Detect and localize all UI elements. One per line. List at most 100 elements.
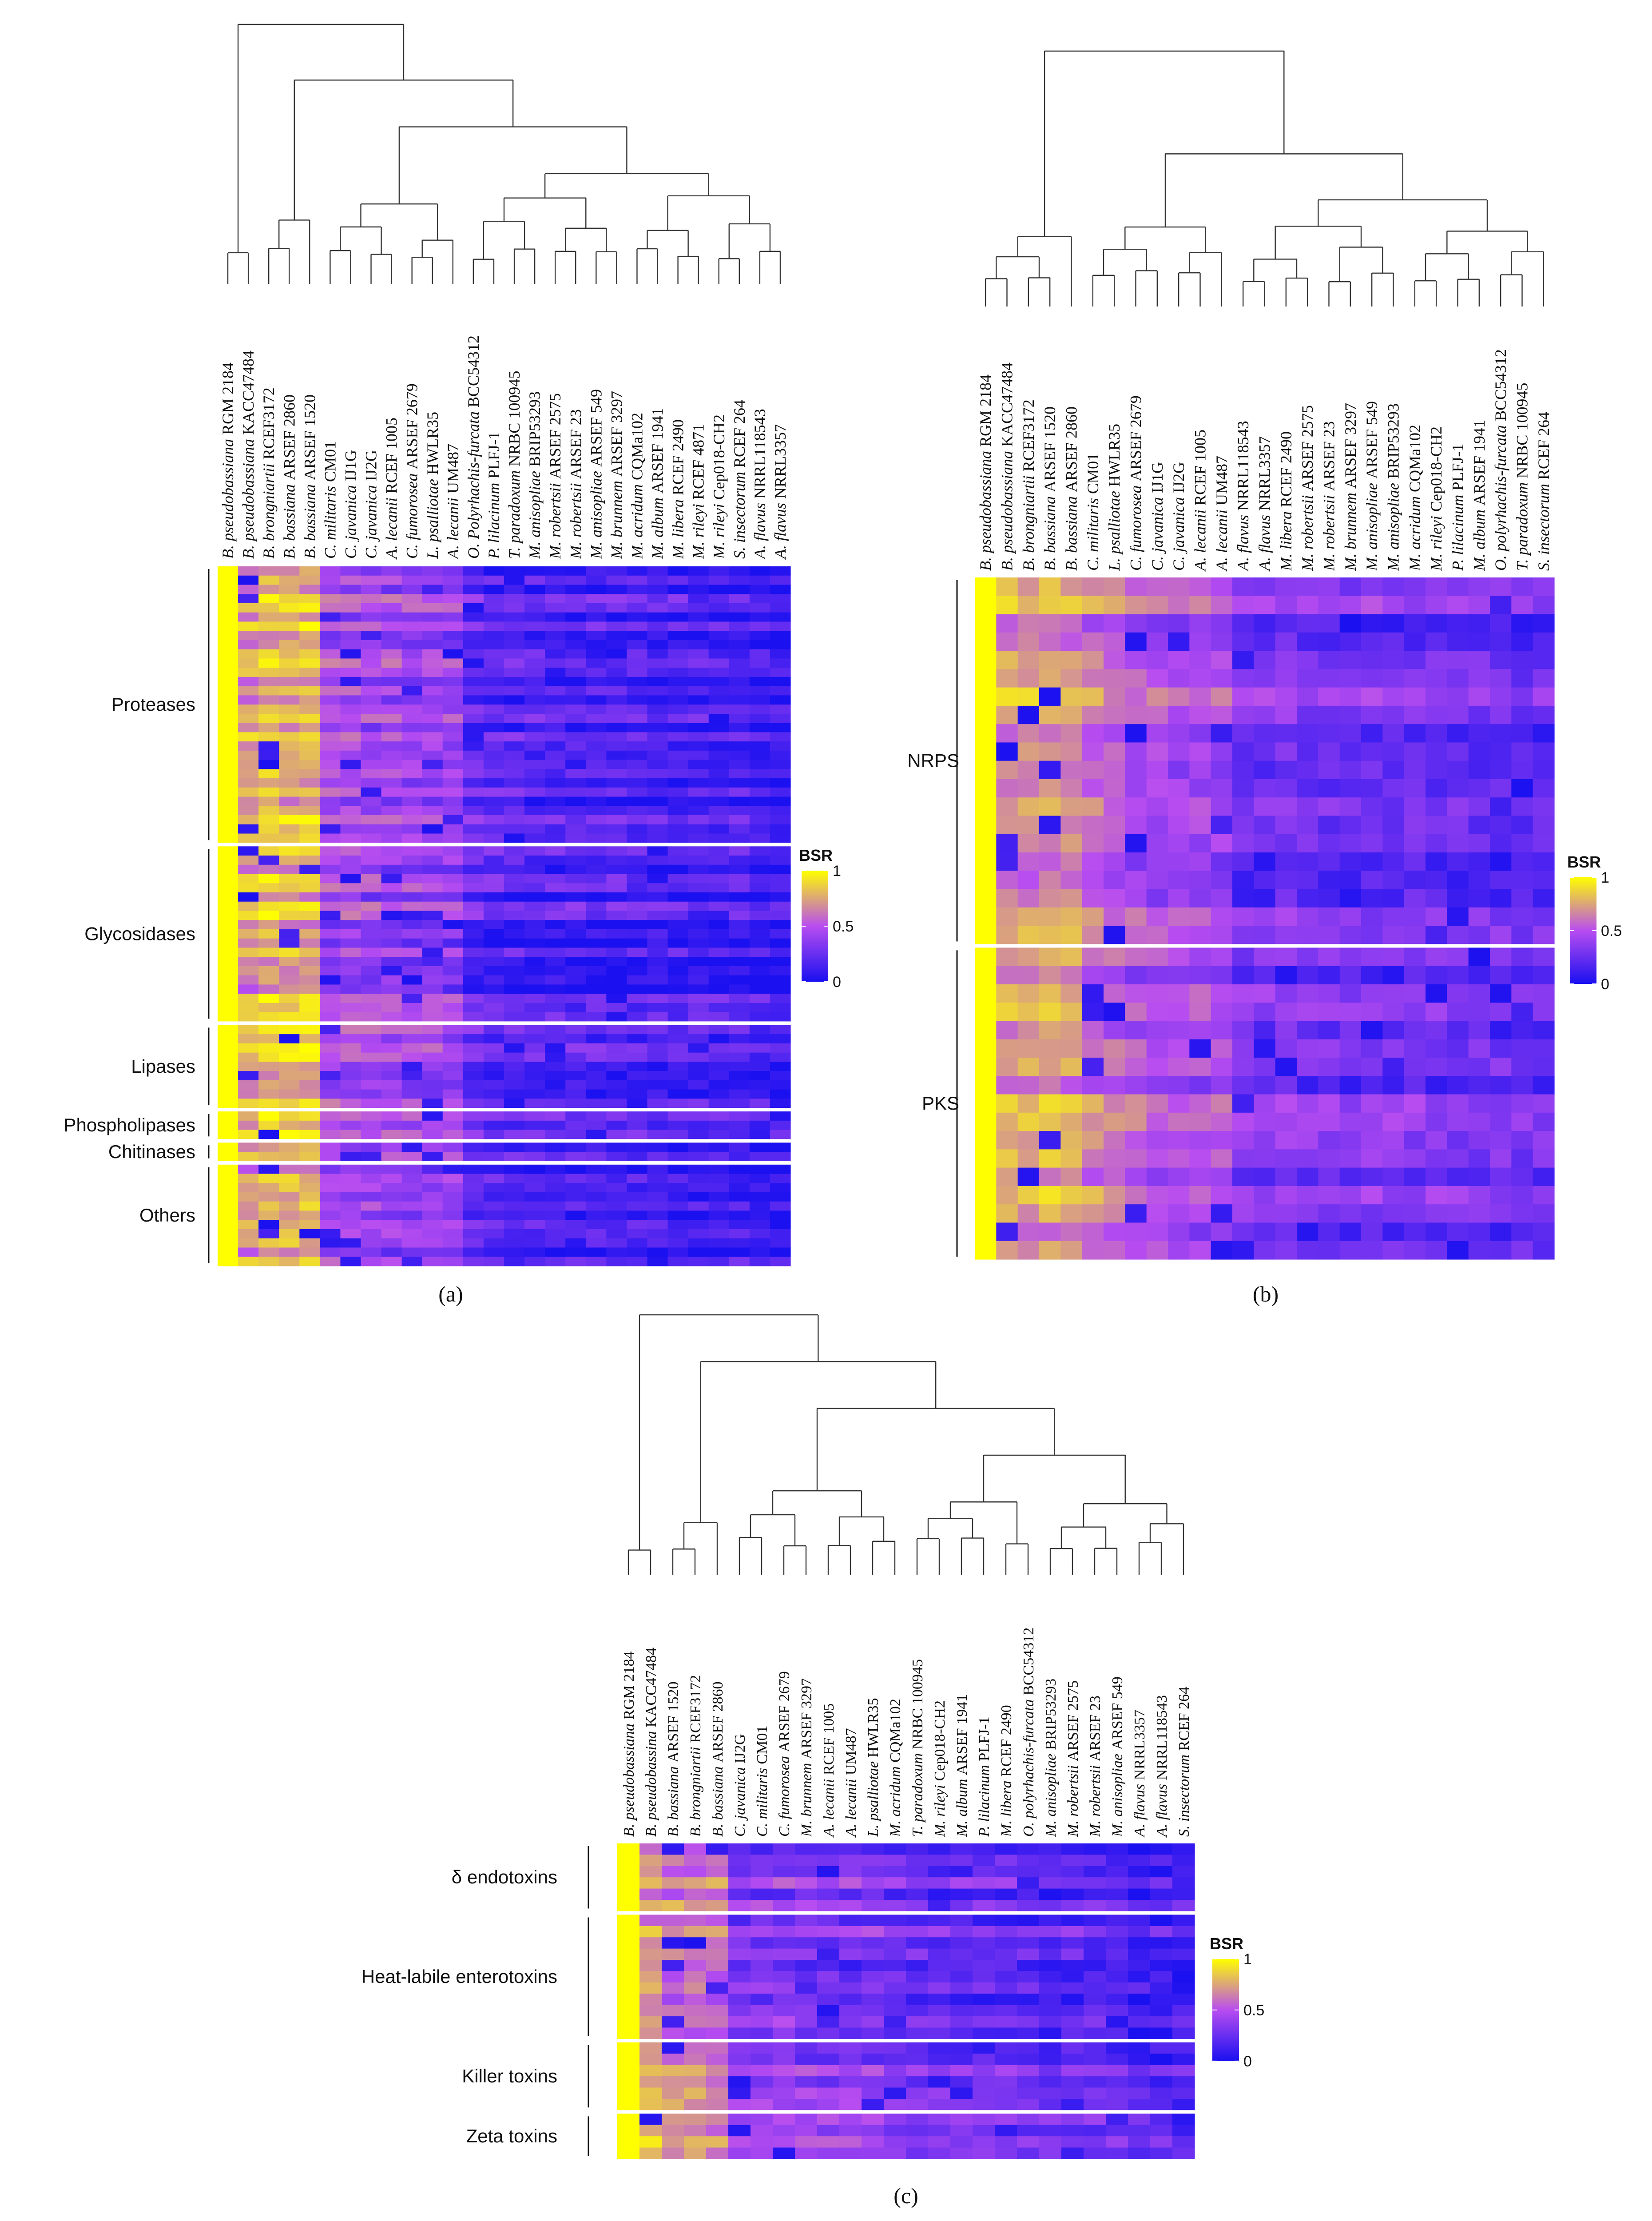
heatmap-cell: [565, 815, 586, 825]
heatmap-cell: [606, 938, 627, 948]
heatmap-cell: [684, 2005, 707, 2017]
heatmap-cell: [463, 920, 484, 930]
heatmap-cell: [773, 1982, 795, 1994]
heatmap-cell: [639, 2136, 662, 2148]
heatmap-cell: [729, 947, 750, 957]
heatmap-cell: [340, 631, 361, 641]
heatmap-cell: [1150, 2005, 1173, 2017]
heatmap-cell: [279, 575, 300, 585]
heatmap-cell: [862, 2042, 884, 2054]
heatmap-cell: [684, 1937, 707, 1949]
heatmap-cell: [524, 1174, 545, 1183]
heatmap-cell: [320, 1052, 341, 1062]
heatmap-cell: [545, 994, 566, 1003]
heatmap-cell: [1060, 596, 1083, 615]
heatmap-cell: [884, 2076, 906, 2088]
heatmap-cell: [1275, 1149, 1297, 1168]
heatmap-cell: [1084, 2076, 1106, 2088]
heatmap-cell: [565, 892, 586, 902]
heatmap-cell: [749, 640, 770, 650]
heatmap-cell: [258, 938, 279, 948]
heatmap-cell: [606, 621, 627, 631]
heatmap-cell: [1254, 1131, 1276, 1150]
heatmap-cell: [361, 957, 382, 967]
taxon-genus: M. libera: [998, 1777, 1015, 1837]
heatmap-cell: [1189, 596, 1211, 615]
heatmap-cell: [1361, 1167, 1383, 1186]
heatmap-cell: [617, 2016, 640, 2028]
heatmap-cell: [729, 566, 750, 576]
heatmap-cell: [1084, 2054, 1106, 2066]
taxon-label: B. bassiana ARSEF 2860: [1063, 406, 1080, 571]
heatmap-cell: [906, 2136, 929, 2148]
heatmap-cell: [545, 741, 566, 751]
heatmap-cell: [773, 1877, 795, 1889]
heatmap-cell: [340, 1210, 361, 1220]
heatmap-cell: [401, 1183, 423, 1193]
heatmap-cell: [1511, 742, 1533, 761]
taxon-label: O. Polyrhachis-furcata BCC54312: [465, 335, 482, 559]
heatmap-cell: [1039, 1843, 1062, 1855]
heatmap-cell: [1104, 889, 1125, 908]
heatmap-cell: [1404, 1131, 1426, 1150]
heatmap-cell: [1082, 1186, 1104, 1205]
heatmap-cell: [1426, 669, 1447, 688]
heatmap-cell: [340, 713, 361, 724]
heatmap-cell: [1039, 1039, 1061, 1058]
heatmap-cell: [647, 938, 668, 948]
heatmap-cell: [973, 1971, 995, 1983]
heatmap-cell: [647, 769, 668, 779]
heatmap-cell: [320, 824, 341, 834]
heatmap-cell: [545, 938, 566, 948]
heatmap-cell: [586, 1111, 607, 1121]
heatmap-cell: [639, 2065, 662, 2077]
heatmap-cell: [504, 957, 525, 967]
heatmap-cell: [299, 750, 320, 760]
heatmap-cell: [667, 920, 689, 930]
heatmap-cell: [662, 1948, 684, 1960]
heatmap-cell: [401, 994, 423, 1003]
heatmap-cell: [279, 658, 300, 668]
heatmap-cell: [258, 603, 279, 613]
heatmap-cell: [401, 640, 423, 650]
heatmap-cell: [1125, 966, 1147, 985]
heatmap-cell: [1361, 614, 1383, 633]
heatmap-cell: [218, 695, 238, 705]
heatmap-cell: [401, 1192, 423, 1202]
heatmap-cell: [1060, 1039, 1083, 1058]
heatmap-cell: [1404, 926, 1426, 945]
heatmap-cell: [279, 929, 300, 939]
heatmap-cell: [795, 1855, 818, 1867]
heatmap-cell: [442, 668, 464, 677]
heatmap-cell: [975, 834, 997, 853]
heatmap-cell: [422, 677, 443, 687]
heatmap-cell: [1275, 926, 1297, 945]
heatmap-cell: [995, 2042, 1017, 2054]
heatmap-cell: [1404, 984, 1426, 1003]
heatmap-cell: [773, 2136, 795, 2148]
heatmap-cell: [258, 741, 279, 751]
heatmap-cell: [422, 856, 443, 865]
heatmap-cell: [688, 938, 709, 948]
heatmap-cell: [422, 658, 443, 668]
heatmap-cell: [667, 631, 689, 641]
heatmap-cell: [361, 575, 382, 585]
heatmap-cell: [1168, 1094, 1190, 1113]
heatmap-cell: [1275, 1241, 1297, 1260]
heatmap-cell: [1106, 1866, 1128, 1878]
taxon-label: B. pseudobassiana RGM 2184: [621, 1652, 637, 1837]
heatmap-cell: [524, 732, 545, 742]
heatmap-cell: [422, 1247, 443, 1257]
heatmap-cell: [1318, 907, 1340, 926]
heatmap-cell: [770, 846, 791, 856]
heatmap-cell: [627, 1247, 648, 1257]
heatmap-cell: [1275, 1058, 1297, 1076]
taxon-strain: ARSEF 3297: [798, 1678, 815, 1759]
heatmap-cell: [279, 603, 300, 613]
heatmap-cell: [996, 834, 1018, 853]
heatmap-cell: [545, 713, 566, 724]
heatmap-cell: [1361, 1222, 1383, 1242]
heatmap-cell: [1146, 1076, 1168, 1095]
heatmap-cell: [1297, 1076, 1318, 1095]
heatmap-cell: [862, 1843, 884, 1855]
